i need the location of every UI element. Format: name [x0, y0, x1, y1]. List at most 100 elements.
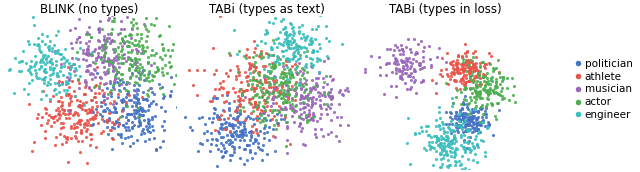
Point	[291, 89, 301, 92]
Point	[492, 84, 502, 87]
Point	[451, 95, 461, 98]
Point	[98, 130, 108, 133]
Point	[461, 60, 471, 63]
Point	[93, 27, 104, 30]
Point	[86, 110, 97, 113]
Point	[396, 58, 406, 61]
Point	[78, 103, 88, 106]
Point	[283, 40, 293, 42]
Point	[483, 83, 493, 86]
Point	[472, 90, 482, 93]
Point	[303, 104, 313, 106]
Point	[482, 103, 492, 106]
Point	[466, 61, 476, 64]
Point	[491, 91, 501, 93]
Point	[260, 101, 271, 104]
Point	[437, 147, 447, 150]
Point	[286, 71, 296, 73]
Point	[409, 67, 419, 70]
Point	[246, 63, 257, 66]
Point	[262, 100, 273, 103]
Point	[29, 23, 39, 26]
Point	[463, 135, 474, 138]
Point	[137, 48, 147, 51]
Point	[86, 53, 96, 56]
Point	[447, 147, 457, 149]
Point	[76, 104, 86, 107]
Point	[451, 117, 461, 120]
Point	[474, 92, 484, 94]
Point	[465, 78, 475, 80]
Point	[45, 125, 56, 128]
Point	[417, 130, 428, 132]
Point	[81, 31, 92, 33]
Point	[92, 71, 102, 74]
Point	[77, 58, 88, 61]
Point	[252, 44, 262, 47]
Point	[235, 98, 245, 101]
Point	[275, 31, 285, 33]
Point	[379, 92, 389, 95]
Point	[475, 96, 485, 99]
Point	[327, 95, 337, 98]
Point	[218, 110, 228, 113]
Point	[215, 127, 225, 129]
Point	[232, 108, 242, 111]
Point	[90, 117, 100, 120]
Point	[435, 117, 445, 119]
Point	[471, 84, 481, 86]
Point	[216, 126, 226, 128]
Point	[243, 115, 253, 118]
Point	[251, 139, 261, 141]
Point	[300, 39, 310, 42]
Point	[243, 83, 253, 85]
Point	[273, 91, 284, 93]
Point	[95, 75, 106, 78]
Point	[324, 91, 334, 93]
Point	[287, 74, 297, 77]
Point	[271, 95, 281, 98]
Point	[111, 101, 121, 104]
Point	[445, 78, 455, 80]
Point	[454, 118, 465, 121]
Point	[463, 64, 474, 67]
Point	[281, 84, 291, 86]
Point	[497, 80, 508, 82]
Point	[116, 110, 127, 113]
Legend: politician, athlete, musician, actor, engineer: politician, athlete, musician, actor, en…	[573, 57, 635, 122]
Point	[113, 77, 124, 79]
Point	[299, 50, 309, 53]
Point	[67, 79, 77, 82]
Point	[154, 82, 164, 85]
Point	[139, 5, 149, 8]
Point	[449, 155, 460, 158]
Point	[218, 109, 228, 112]
Point	[461, 86, 472, 89]
Point	[63, 160, 74, 163]
Point	[221, 133, 232, 136]
Point	[137, 113, 147, 116]
Point	[56, 58, 66, 60]
Point	[225, 130, 236, 133]
Point	[451, 59, 461, 62]
Point	[458, 74, 468, 77]
Point	[291, 71, 301, 74]
Point	[79, 93, 90, 96]
Point	[248, 78, 258, 81]
Point	[110, 121, 120, 124]
Point	[70, 94, 80, 97]
Point	[260, 108, 270, 111]
Point	[116, 99, 127, 102]
Point	[254, 79, 264, 82]
Point	[431, 139, 442, 141]
Point	[312, 120, 323, 123]
Point	[145, 86, 155, 89]
Point	[269, 42, 279, 44]
Point	[301, 37, 312, 40]
Point	[283, 60, 293, 63]
Point	[314, 94, 324, 97]
Point	[454, 116, 465, 119]
Point	[260, 65, 270, 68]
Point	[292, 45, 302, 48]
Point	[483, 126, 493, 129]
